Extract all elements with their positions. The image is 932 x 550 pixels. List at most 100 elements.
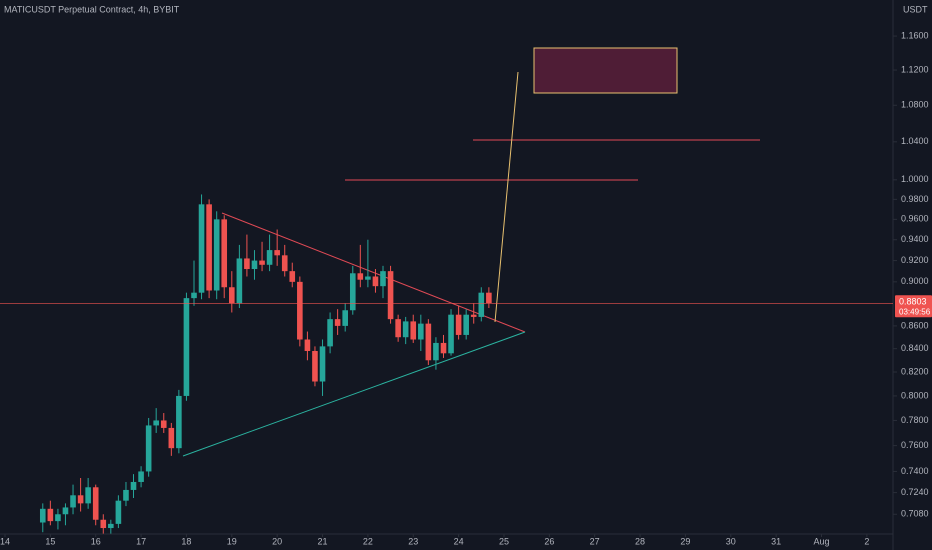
y-tick-label: 0.7400: [901, 466, 929, 476]
candle-body: [77, 495, 84, 504]
last-price-tag: [895, 295, 932, 318]
y-tick-label: 0.9800: [901, 194, 929, 204]
x-tick-label: 29: [680, 536, 690, 546]
projection-line: [494, 71, 519, 323]
x-tick-label: 25: [499, 536, 509, 546]
candle-body: [70, 495, 76, 508]
candle-body: [145, 425, 152, 472]
candle-body: [440, 342, 447, 354]
candle-body: [206, 204, 212, 291]
y-tick-label: 0.9000: [901, 276, 929, 286]
x-tick-label: 24: [454, 536, 464, 546]
candle-body: [319, 346, 326, 382]
y-tick-label: 0.7600: [901, 440, 929, 450]
candle-body: [463, 314, 469, 335]
candle-body: [39, 508, 46, 523]
y-tick-label: 0.7240: [901, 487, 929, 497]
currency-label: USDT: [903, 4, 928, 14]
candle-body: [100, 519, 107, 529]
y-tick-label: 1.0400: [901, 136, 929, 146]
candle-body: [115, 500, 122, 524]
target-box: [533, 47, 678, 94]
candle-body: [183, 298, 190, 396]
candle-body: [448, 314, 454, 354]
candle-body: [221, 219, 228, 288]
candle-body: [274, 250, 280, 256]
candle-body: [425, 323, 432, 361]
candle-body: [334, 319, 341, 326]
candle-body: [312, 350, 318, 382]
candle-body: [259, 260, 265, 265]
candle-body: [470, 314, 477, 317]
x-tick-label: 16: [91, 536, 101, 546]
y-tick-label: 0.9400: [901, 234, 929, 244]
candles: [39, 194, 492, 534]
candle-body: [297, 281, 303, 340]
candle-body: [289, 271, 296, 282]
candle-body: [108, 523, 114, 529]
y-tick-label: 0.8600: [901, 320, 929, 330]
candle-body: [349, 273, 356, 311]
countdown-label: 03:49:56: [899, 307, 931, 316]
triangle-lower: [182, 331, 526, 457]
candle-body: [478, 292, 485, 317]
candle-body: [92, 487, 99, 520]
x-tick-label: Aug: [813, 536, 829, 546]
y-tick-label: 1.0000: [901, 174, 929, 184]
candle-body: [130, 481, 137, 490]
candle-body: [433, 342, 439, 361]
last-price-label: 0.8803: [899, 297, 927, 307]
y-tick-label: 0.7800: [901, 415, 929, 425]
x-tick-label: 14: [0, 536, 10, 546]
candle-body: [123, 489, 129, 501]
candle-body: [213, 219, 220, 291]
candle-body: [395, 319, 401, 338]
candle-body: [244, 258, 250, 270]
x-tick-label: 27: [590, 536, 600, 546]
candle-body: [160, 420, 167, 428]
y-tick-label: 1.1200: [901, 64, 929, 74]
y-tick-label: 0.9600: [901, 214, 929, 224]
candle-body: [372, 276, 379, 287]
candle-body: [387, 271, 394, 320]
candle-body: [191, 292, 197, 299]
candle-body: [251, 260, 258, 270]
y-tick-label: 0.8200: [901, 366, 929, 376]
y-tick-label: 0.7080: [901, 509, 929, 519]
candle-body: [380, 271, 386, 287]
candle-body: [236, 258, 243, 304]
triangle-upper: [221, 212, 526, 333]
x-tick-label: 28: [635, 536, 645, 546]
candle-body: [176, 395, 182, 449]
x-tick-label: 20: [272, 536, 282, 546]
x-tick-label: 31: [771, 536, 781, 546]
candle-body: [266, 250, 273, 265]
candle-body: [365, 276, 371, 280]
y-tick-label: 0.8400: [901, 343, 929, 353]
candle-body: [402, 321, 409, 338]
candle-body: [455, 314, 462, 335]
candle-body: [138, 471, 144, 482]
x-tick-label: 22: [363, 536, 373, 546]
candle-body: [342, 310, 349, 326]
chart-title: MATICUSDT Perpetual Contract, 4h, BYBIT: [4, 4, 180, 14]
x-tick-label: 18: [181, 536, 191, 546]
candle-body: [85, 487, 91, 504]
candle-body: [357, 273, 364, 280]
y-tick-label: 1.0800: [901, 100, 929, 110]
x-tick-label: 26: [544, 536, 554, 546]
candle-body: [168, 427, 175, 449]
x-tick-label: 15: [45, 536, 55, 546]
x-tick-label: 2: [864, 536, 869, 546]
candle-body: [55, 514, 61, 522]
y-tick-label: 0.8000: [901, 390, 929, 400]
y-tick-label: 1.1600: [901, 30, 929, 40]
candle-body: [62, 507, 69, 515]
candle-body: [47, 508, 54, 522]
x-tick-label: 23: [408, 536, 418, 546]
y-tick-label: 0.9200: [901, 255, 929, 265]
candle-body: [410, 321, 417, 340]
candle-body: [281, 255, 288, 272]
